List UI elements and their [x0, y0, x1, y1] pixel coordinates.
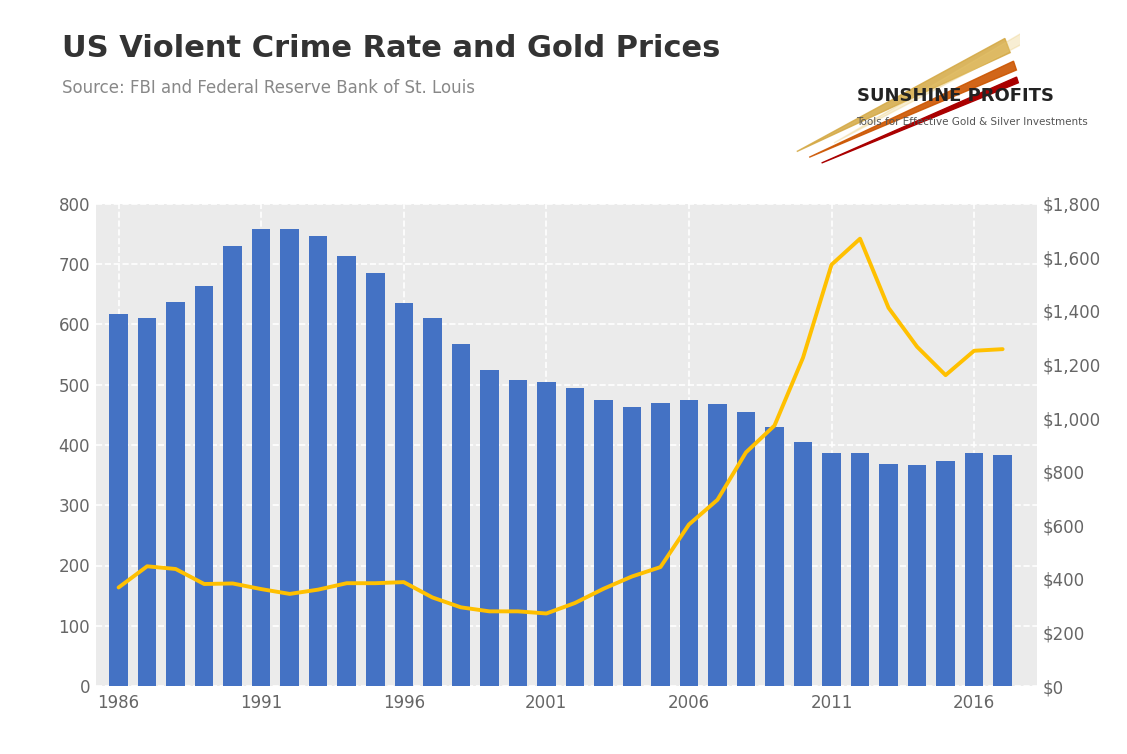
Bar	[908, 465, 926, 686]
Bar	[223, 246, 242, 686]
Bar	[480, 370, 498, 686]
Text: US Violent Crime Rate and Gold Prices: US Violent Crime Rate and Gold Prices	[62, 34, 720, 63]
Text: SUNSHINE PROFITS: SUNSHINE PROFITS	[857, 87, 1054, 105]
Bar	[423, 317, 442, 686]
Bar	[195, 287, 213, 686]
Polygon shape	[809, 61, 1017, 158]
Bar	[252, 229, 270, 686]
Bar	[109, 314, 127, 686]
Bar	[452, 344, 470, 686]
Bar	[167, 302, 185, 686]
Bar	[622, 407, 641, 686]
Text: Source: FBI and Federal Reserve Bank of St. Louis: Source: FBI and Federal Reserve Bank of …	[62, 79, 474, 97]
Bar	[309, 235, 328, 686]
Text: Tools for Effective Gold & Silver Investments: Tools for Effective Gold & Silver Invest…	[857, 117, 1089, 127]
Bar	[281, 229, 299, 686]
Bar	[737, 412, 755, 686]
Bar	[394, 302, 412, 686]
Bar	[566, 388, 584, 686]
Bar	[851, 452, 869, 686]
Polygon shape	[834, 32, 1027, 143]
Bar	[937, 461, 955, 686]
Bar	[651, 403, 669, 686]
Bar	[879, 464, 898, 686]
Bar	[366, 273, 384, 686]
Polygon shape	[822, 77, 1019, 163]
Bar	[765, 428, 783, 686]
Bar	[823, 452, 841, 686]
Bar	[793, 443, 813, 686]
Polygon shape	[797, 38, 1010, 152]
Bar	[337, 256, 356, 686]
Bar	[594, 400, 613, 686]
Bar	[708, 404, 727, 686]
Bar	[680, 400, 699, 686]
Bar	[508, 380, 527, 686]
Bar	[137, 318, 157, 686]
Bar	[965, 452, 984, 686]
Bar	[993, 455, 1012, 686]
Bar	[538, 382, 556, 686]
